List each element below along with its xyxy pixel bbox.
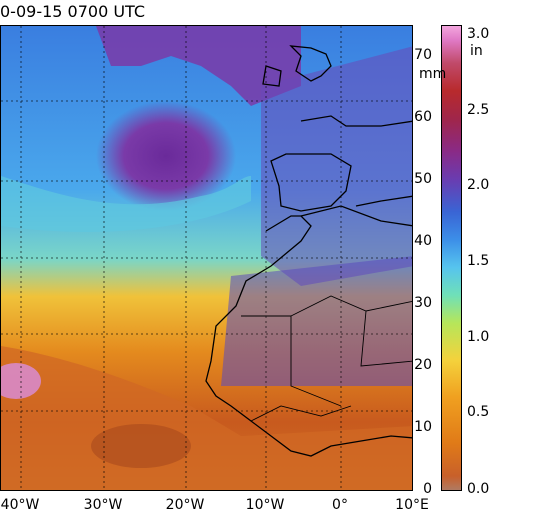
map-canvas [1,26,412,490]
graticule [1,26,412,490]
coast-britain [289,45,332,82]
in-tick: 0.5 [467,404,490,420]
dry-region-north [96,26,301,106]
coast-north-africa [300,205,412,227]
dry-region-sahara [221,256,412,386]
mm-unit-label: mm [419,66,447,82]
mm-tick: 50 [414,171,432,187]
coast-west-africa [205,215,412,457]
mm-tick: 10 [414,419,432,435]
lon-label: 10°W [245,497,285,513]
in-tick: 1.0 [467,329,490,345]
lon-label: 10°E [395,497,429,513]
coast-ireland [262,65,282,87]
mm-tick: 0 [423,481,432,497]
in-tick: 2.0 [467,177,490,193]
coast-france [300,115,412,127]
in-unit-label: in [470,43,483,59]
in-tick: 3.0 [467,26,490,42]
lon-label: 40°W [0,497,40,513]
mm-tick: 70 [414,47,432,63]
moist-spot-south [91,424,191,468]
moisture-band [1,176,251,232]
coast-iberia [270,153,352,212]
in-tick: 2.5 [467,102,490,118]
mm-tick: 20 [414,357,432,373]
cyclone-swirl [96,101,236,211]
coast-mediterranean [355,195,412,207]
map-title: 0-09-15 0700 UTC [0,2,146,21]
borders [241,295,412,422]
coastlines [205,45,412,457]
lon-label: 20°W [165,497,205,513]
colorbar [441,25,462,491]
precipitable-water-map [0,25,413,491]
lon-label: 0° [332,497,348,513]
mm-tick: 40 [414,233,432,249]
dry-region-europe [261,46,412,286]
lon-label: 30°W [83,497,123,513]
mm-tick: 60 [414,109,432,125]
in-tick: 0.0 [467,481,490,497]
mm-tick: 30 [414,295,432,311]
in-tick: 1.5 [467,253,490,269]
